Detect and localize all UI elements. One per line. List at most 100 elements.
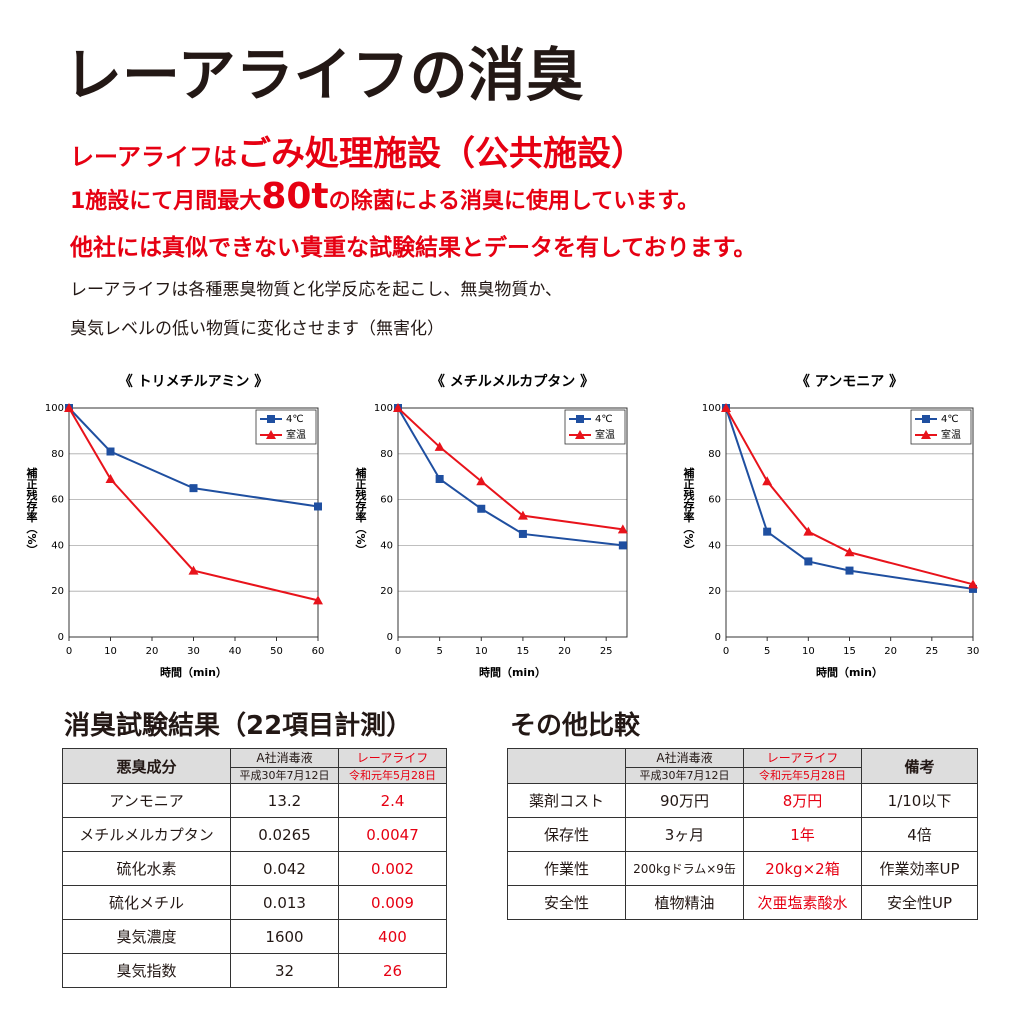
table-cell: メチルメルカプタン <box>62 817 231 852</box>
legend-box <box>910 409 972 445</box>
x-tick-label: 10 <box>475 646 488 657</box>
legend-label: 4℃ <box>941 414 959 425</box>
data-table: 悪臭成分 A社消毒液 平成30年7月12日 レーアライフ 令和元年5月28日 アンモニア 1… <box>62 748 447 988</box>
marker <box>922 415 930 423</box>
marker <box>477 504 486 513</box>
header-cell: 悪臭成分 <box>62 748 231 784</box>
x-tick-label: 10 <box>104 646 117 657</box>
header-label: 備考 <box>904 757 935 776</box>
table-cell: 200kgドラム×9缶 <box>625 851 744 886</box>
y-tick-label: 40 <box>380 540 393 551</box>
marker <box>476 476 487 486</box>
table-cell: 4倍 <box>861 817 978 852</box>
marker <box>804 557 813 566</box>
marker <box>518 529 527 538</box>
header-label: A社消毒液 <box>656 750 713 765</box>
y-tick-label: 80 <box>708 449 721 460</box>
headline-text: の除菌による消臭に使用しています。 <box>328 189 700 214</box>
x-tick-label: 40 <box>229 646 242 657</box>
table-row: 硫化水素 0.042 0.002 <box>62 851 447 886</box>
y-tick-label: 40 <box>51 540 64 551</box>
table-cell: アンモニア <box>62 783 231 818</box>
marker <box>435 474 444 483</box>
plot-frame <box>397 407 628 638</box>
y-tick-label: 80 <box>380 449 393 460</box>
table-cell: 26 <box>338 953 447 988</box>
table-cell: 90万円 <box>625 783 744 818</box>
x-tick-label: 30 <box>187 646 200 657</box>
body-text: レーアライフは各種悪臭物質と化学反応を起こし、無臭物質か、 <box>70 280 562 300</box>
header-label: A社消毒液 <box>256 750 313 765</box>
y-tick-label: 80 <box>51 449 64 460</box>
headline-emphasis: 80t <box>261 176 329 217</box>
body-text: 臭気レベルの低い物質に変化させます（無害化） <box>70 319 444 339</box>
headline-1: レーアライフはごみ処理施設（公共施設） <box>70 126 645 175</box>
table-title: その他比較 <box>510 711 641 741</box>
x-tick-label: 25 <box>925 646 938 657</box>
table-cell: 20kg×2箱 <box>743 851 862 886</box>
y-tick-label: 60 <box>380 495 393 506</box>
table-cell: 0.013 <box>230 885 339 920</box>
table-cell: 作業性 <box>507 851 626 886</box>
x-tick-label: 5 <box>764 646 770 657</box>
x-tick-label: 20 <box>146 646 159 657</box>
x-tick-label: 10 <box>802 646 815 657</box>
marker <box>517 510 528 520</box>
y-axis-label: 補正残存率（%） <box>25 466 39 555</box>
table-cell: 2.4 <box>338 783 447 818</box>
marker <box>617 524 628 534</box>
table-cell: 8万円 <box>743 783 862 818</box>
header-cell: A社消毒液 平成30年7月12日 <box>625 748 744 784</box>
series-line <box>68 407 319 602</box>
y-tick-label: 20 <box>380 586 393 597</box>
x-tick-label: 0 <box>395 646 401 657</box>
marker <box>267 415 275 423</box>
marker <box>968 579 978 589</box>
table-row: 作業性 200kgドラム×9缶 20kg×2箱 作業効率UP <box>507 851 978 886</box>
marker <box>721 403 731 412</box>
header-cell <box>507 748 626 784</box>
x-tick-label: 20 <box>884 646 897 657</box>
table-cell: 0.002 <box>338 851 447 886</box>
x-axis-label: 時間（min） <box>479 665 546 679</box>
header-label: レーアライフ <box>356 750 429 765</box>
x-tick-label: 0 <box>66 646 72 657</box>
table-cell: 安全性UP <box>861 885 978 920</box>
table-row: アンモニア 13.2 2.4 <box>62 783 447 818</box>
table-cell: 13.2 <box>230 783 339 818</box>
table-cell: 植物精油 <box>625 885 744 920</box>
table-cell: 1年 <box>743 817 862 852</box>
header-label: 悪臭成分 <box>116 757 177 776</box>
series-line <box>68 407 319 508</box>
header-row: 悪臭成分 A社消毒液 平成30年7月12日 レーアライフ 令和元年5月28日 <box>62 748 447 784</box>
table-cell: 保存性 <box>507 817 626 852</box>
marker <box>845 566 854 575</box>
table-cell: 3ヶ月 <box>625 817 744 852</box>
legend-box <box>255 409 317 445</box>
chart-title: 《 アンモニア 》 <box>796 374 903 390</box>
table-cell: 臭気濃度 <box>62 919 231 954</box>
x-tick-label: 15 <box>843 646 856 657</box>
x-tick-label: 15 <box>517 646 530 657</box>
marker <box>921 430 931 439</box>
legend-label: 室温 <box>286 428 306 441</box>
plot-frame <box>725 407 974 638</box>
x-tick-label: 25 <box>600 646 613 657</box>
x-tick-label: 60 <box>312 646 325 657</box>
table-cell: 作業効率UP <box>861 851 978 886</box>
table-row: 薬剤コスト 90万円 8万円 1/10以下 <box>507 783 978 818</box>
table-cell: 次亜塩素酸水 <box>743 885 862 920</box>
table-cell: 1/10以下 <box>861 783 978 818</box>
marker <box>762 476 773 486</box>
y-tick-label: 20 <box>708 586 721 597</box>
table-cell: 臭気指数 <box>62 953 231 988</box>
marker <box>313 595 323 605</box>
table-row: 安全性 植物精油 次亜塩素酸水 安全性UP <box>507 885 978 920</box>
y-tick-label: 0 <box>715 632 721 643</box>
y-tick-label: 40 <box>708 540 721 551</box>
headline-3: 他社には真似できない貴重な試験結果とデータを有しております。 <box>70 235 757 261</box>
marker <box>575 430 585 439</box>
y-tick-label: 100 <box>374 403 393 414</box>
table-row: 臭気指数 32 26 <box>62 953 447 988</box>
